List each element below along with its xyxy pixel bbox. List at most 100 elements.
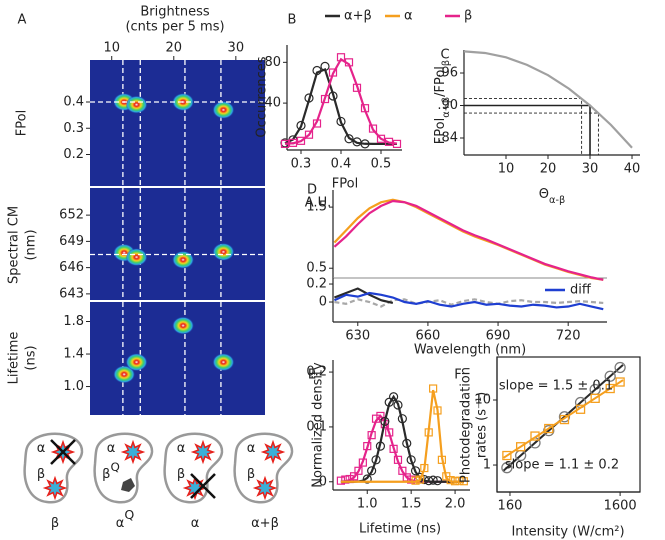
- data-point: [411, 476, 420, 485]
- axis-label: Brightness: [140, 5, 209, 20]
- fluorophore: [190, 439, 216, 465]
- axis-label: Intensity (W/cm²): [511, 525, 624, 540]
- label-part: β: [247, 467, 255, 482]
- fluorophore: [120, 439, 146, 465]
- reference-line: [464, 98, 583, 155]
- density-spot: [172, 93, 195, 111]
- data-point: [296, 136, 306, 145]
- data-point: [406, 455, 416, 465]
- data-point: [360, 104, 370, 113]
- panel-letter: B: [288, 13, 297, 28]
- cell-outline: [93, 432, 154, 504]
- axis-label: FPol: [15, 110, 30, 136]
- y-tick-label: 1.8: [63, 314, 84, 329]
- data-point: [312, 65, 322, 76]
- x-tick-label: 660: [416, 329, 441, 344]
- x-tick-label: 720: [556, 329, 581, 344]
- data-point: [368, 124, 378, 133]
- data-point: [407, 475, 416, 484]
- x-tick-label: 0.4: [331, 157, 352, 172]
- x-tick-label: 160: [498, 499, 523, 514]
- y-tick-label: 643: [59, 286, 84, 301]
- data-point: [459, 477, 468, 486]
- label-part: β: [102, 467, 110, 482]
- y-tick-label: 1.4: [63, 347, 84, 362]
- axis-label: Lifetime: [7, 332, 22, 385]
- density-spot: [172, 316, 195, 335]
- fit-line: [502, 364, 624, 472]
- reference-line: [464, 112, 599, 155]
- density-spot: [212, 100, 235, 119]
- label-part: α: [191, 516, 200, 531]
- legend-label: β: [464, 9, 472, 24]
- axis-label: α: [177, 441, 186, 456]
- data-point: [415, 475, 425, 484]
- data-point: [371, 455, 381, 465]
- data-point: [344, 134, 354, 144]
- fluorophore: [42, 475, 68, 501]
- x-tick-label: 1.5: [401, 497, 422, 512]
- series-line: [284, 57, 398, 145]
- label-part: β: [51, 516, 59, 531]
- data-point: [429, 384, 438, 393]
- y-tick-label: 1.0: [63, 379, 84, 394]
- x-tick-label: 1.0: [357, 497, 378, 512]
- frame: [496, 356, 641, 493]
- data-point: [402, 438, 412, 448]
- series-line: [284, 68, 397, 145]
- x-tick-label: 20: [540, 162, 557, 177]
- axis-label: αQ: [116, 507, 135, 531]
- density-spot: [212, 242, 235, 261]
- y-tick-label: 0.2: [306, 277, 327, 292]
- axis-label: β: [37, 467, 45, 482]
- data-point: [424, 476, 434, 486]
- label-part: β: [177, 467, 185, 482]
- data-point: [367, 466, 377, 476]
- label-part: /FPol: [433, 66, 448, 97]
- density-background: [90, 60, 265, 186]
- data-point: [575, 404, 586, 414]
- cell-cartoon: [93, 432, 154, 504]
- data-point: [288, 138, 298, 147]
- data-point: [320, 94, 330, 104]
- data-point: [455, 476, 464, 485]
- label-part: α: [247, 441, 256, 456]
- axis-label: βQ: [102, 460, 120, 482]
- data-point: [389, 444, 398, 453]
- series-line: [334, 287, 394, 304]
- label-part: β: [441, 60, 452, 66]
- axis-label: β: [51, 516, 59, 531]
- density-spot: [125, 95, 148, 114]
- label-part: Θ: [539, 187, 549, 202]
- data-point: [354, 466, 363, 475]
- panel-letter: A: [18, 13, 27, 28]
- data-point: [397, 414, 407, 424]
- label-part: FPol: [433, 118, 448, 144]
- data-point: [280, 139, 290, 148]
- data-point: [432, 476, 443, 486]
- data-point: [450, 477, 460, 486]
- data-point: [384, 397, 394, 407]
- y-tick-label: .96: [437, 66, 458, 81]
- data-point: [358, 458, 367, 467]
- axis-label: rates (s⁻¹): [475, 392, 490, 458]
- data-point: [341, 475, 350, 484]
- cross: [50, 439, 76, 465]
- fit-line: [503, 379, 624, 459]
- y-tick-label: 652: [59, 208, 84, 223]
- data-point: [428, 475, 438, 485]
- y-tick-label: 40: [264, 96, 281, 111]
- cell-cartoon: [163, 432, 224, 504]
- data-point: [360, 139, 370, 149]
- density-spot: [113, 365, 136, 384]
- data-point: [328, 68, 338, 77]
- label-part: β: [37, 467, 45, 482]
- data-point: [410, 466, 421, 476]
- y-tick-label: 1.5: [306, 200, 327, 215]
- annotation: slope = 1.1 ± 0.2: [505, 458, 619, 473]
- data-point: [559, 414, 570, 425]
- x-tick-label: 10: [103, 41, 120, 56]
- data-point: [530, 431, 540, 441]
- y-tick-label: 0.2: [306, 365, 327, 380]
- label-part: α+β: [251, 516, 279, 531]
